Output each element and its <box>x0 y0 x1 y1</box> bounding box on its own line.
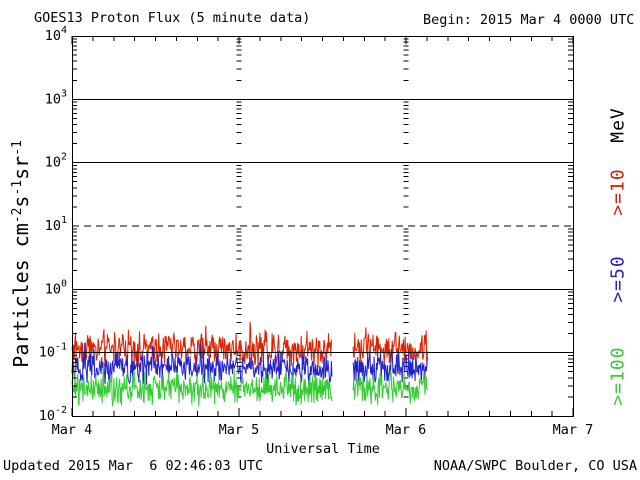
series-line <box>71 361 333 407</box>
series-line <box>71 342 333 387</box>
x-tick-label: Mar 4 <box>52 422 93 438</box>
series-line <box>352 327 428 367</box>
y-axis-title-sup: -1 <box>10 140 25 156</box>
page-title: GOES13 Proton Flux (5 minute data) <box>34 10 311 26</box>
begin-timestamp-label: Begin: 2015 Mar 4 0000 UTC <box>423 12 635 28</box>
y-axis-title-text: sr <box>9 155 33 180</box>
mev-unit-label: MeV <box>607 107 629 143</box>
y-axis-title-text: s <box>9 195 33 208</box>
x-axis-title: Universal Time <box>266 441 380 457</box>
series-line <box>352 349 428 384</box>
x-tick-label: Mar 6 <box>386 422 427 438</box>
updated-timestamp: Updated 2015 Mar 6 02:46:03 UTC <box>3 458 264 474</box>
x-tick-label: Mar 7 <box>553 422 594 438</box>
series-label-ge50: >=50 <box>607 255 629 303</box>
source-attribution: NOAA/SWPC Boulder, CO USA <box>433 458 637 474</box>
y-axis-title-text: Particles cm <box>9 223 33 368</box>
x-tick-label: Mar 5 <box>219 422 260 438</box>
y-axis-title-sup: -2 <box>10 207 25 224</box>
y-tick-label: 104 <box>45 25 67 44</box>
series-label-ge100: >=100 <box>607 346 629 406</box>
series-label-ge10: >=10 <box>607 168 629 216</box>
y-axis-title-sup: -1 <box>10 179 25 196</box>
y-axis-title: Particles cm-2s-1sr-1 <box>0 140 57 416</box>
series-line <box>352 369 428 406</box>
series-line <box>71 321 333 368</box>
y-tick-label: 103 <box>45 88 67 107</box>
